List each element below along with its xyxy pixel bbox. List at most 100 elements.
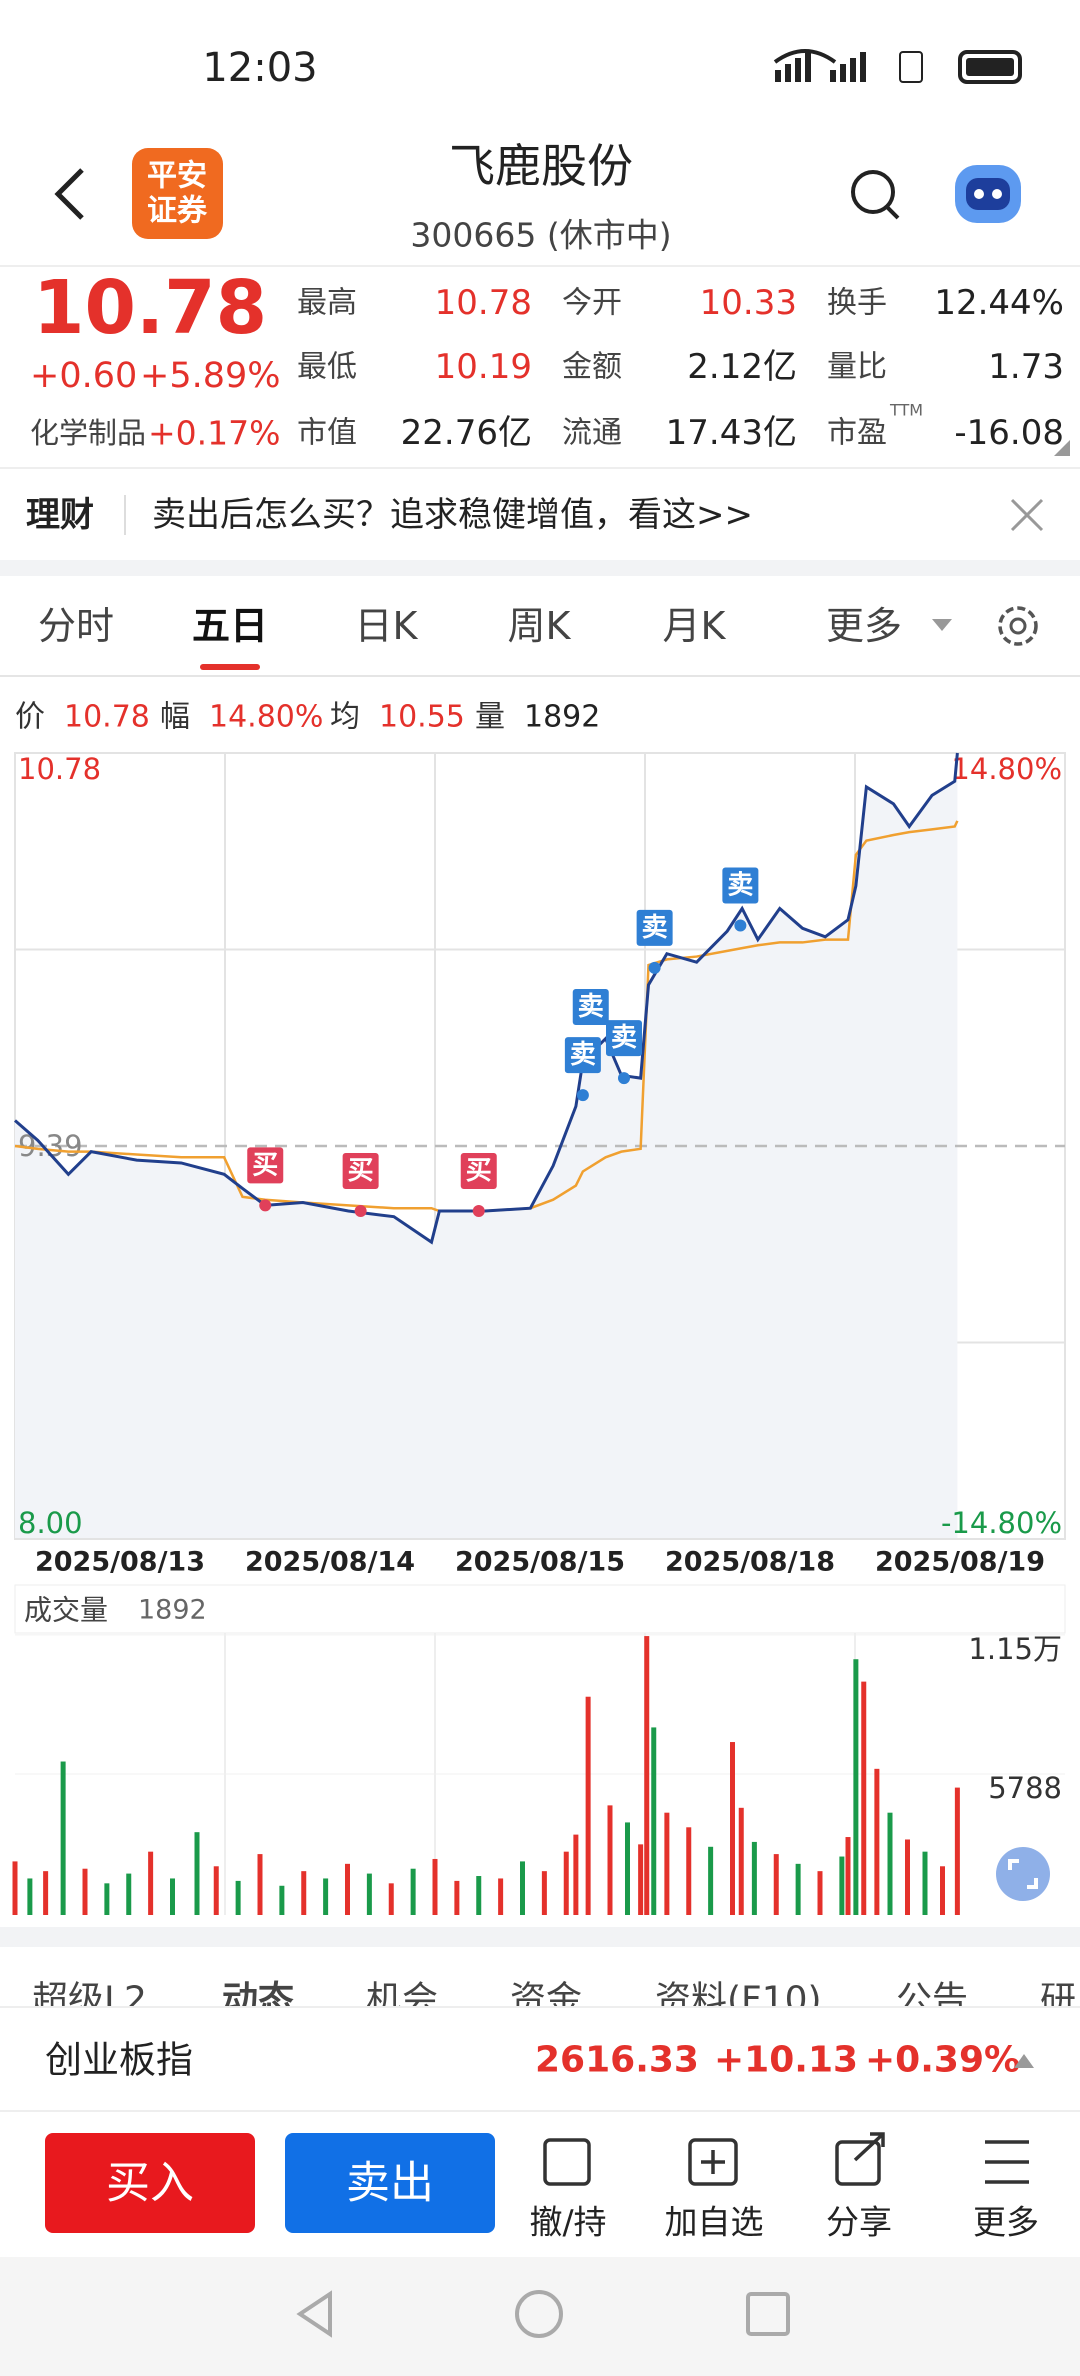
price-line [14,752,959,1245]
tool-label[interactable]: 撤/持 [529,2203,606,2242]
volume-bar [738,1807,744,1915]
more-arrow [932,619,952,631]
buy-button[interactable] [45,2133,255,2233]
x-tick-label: 2025/08/14 [245,1547,415,1578]
volume-bar [638,1844,644,1915]
gap [0,560,1080,576]
volume-bar [194,1832,200,1915]
volume-bar [498,1878,504,1915]
broker-logo[interactable] [132,148,223,239]
volume-bar [43,1871,49,1915]
volume-bar [104,1883,110,1915]
volume-bar [708,1846,714,1915]
chart-tab[interactable]: 周K [508,604,572,648]
tool-label[interactable]: 加自选 [665,2203,764,2242]
search-button[interactable] [851,170,900,220]
volume-bar [795,1863,801,1915]
banner-text[interactable]: 卖出后怎么买？追求稳健增值，看这>> [152,495,753,535]
volume-bar [454,1880,460,1915]
volume-bar [301,1871,307,1915]
trade-badge [636,909,673,946]
volume-bar [573,1834,579,1915]
volume-bar [126,1873,132,1915]
y-tick-label: 1.15万 [968,1632,1062,1666]
trade-dot [472,1205,485,1218]
volume-current: 1892 [138,1595,207,1626]
tool-label[interactable]: 更多 [973,2203,1039,2242]
sell-label: 卖出 [346,2158,434,2209]
back-button[interactable] [54,168,84,220]
stat-label: 最高 [297,286,357,321]
trade-label: 卖 [578,992,604,1022]
trade-dot [576,1089,589,1102]
info-value: 1892 [524,700,600,735]
volume-bar [954,1787,960,1915]
index-bar[interactable] [0,2007,1080,2110]
volume-bar [170,1878,175,1915]
stat-value: 2.12亿 [687,347,797,387]
volume-bar [730,1742,735,1915]
volume-bar [257,1854,263,1915]
corner-mark [1054,440,1070,456]
settings-button[interactable] [998,606,1038,646]
stock-subtitle: 300665 (休市中) [410,216,671,255]
assistant-button[interactable] [955,165,1021,223]
chart-tab[interactable]: 分时 [38,604,114,648]
trade-label: 卖 [727,870,753,900]
trade-label: 买 [466,1156,492,1186]
index-name: 创业板指 [45,2039,193,2082]
trade-dot [648,961,661,974]
banner-tag: 理财 [26,495,94,535]
tool-icons [543,2132,1029,2186]
sector-change: +0.17% [148,414,280,453]
trade-badge [564,1037,601,1074]
volume-bar [279,1885,285,1915]
stat-value: 1.73 [988,347,1064,387]
volume-bar [388,1883,394,1915]
nav-home[interactable] [515,2290,563,2338]
stat-value: 12.44% [934,283,1064,323]
stat-value: 10.33 [700,283,797,323]
volume-bar [644,1636,650,1915]
change-pct: +5.89% [140,356,281,396]
stat-label: 流通 [562,416,622,451]
volume-bar [520,1861,525,1915]
volume-bar [148,1851,154,1915]
price: 10.78 [33,265,267,351]
volume-bar [323,1878,329,1915]
volume-bar [432,1858,438,1915]
volume-bar [625,1822,630,1915]
volume-bar [905,1839,910,1915]
chart-tab[interactable]: 月K [663,604,727,648]
volume-bar [476,1876,482,1915]
tool-label[interactable]: 分享 [826,2203,892,2242]
tool-bar: 撤/持 加自选 分享 更多 [529,2203,1039,2242]
chart-info: 价 10.78 幅 14.80% 均 10.55 量 1892 [15,700,600,735]
volume-bar [773,1854,779,1915]
logo-text: 平安 [147,159,207,194]
ttm-label: TTM [889,401,923,420]
index-change: +10.13 [714,2040,858,2081]
stat-value: 17.43亿 [666,413,797,453]
trade-badge [342,1153,379,1190]
y-tick-label: 8.00 [18,1506,83,1540]
chart-tab[interactable]: 更多 [826,604,902,648]
nav-recent[interactable] [746,2292,790,2336]
chart-tab[interactable]: 五日 [192,604,268,648]
stat-label: 市值 [297,416,357,451]
expand-button[interactable] [996,1847,1050,1901]
chart-tab[interactable]: 日K [355,604,419,648]
banner-close[interactable] [1010,498,1044,532]
expand-arrow[interactable] [1014,2054,1034,2068]
nav-back[interactable] [296,2290,332,2338]
average-line [14,820,959,1213]
y2-tick-label: -14.80% [941,1506,1062,1540]
trade-badge [247,1147,284,1184]
info-value: 10.78 [64,700,150,735]
sell-button[interactable] [285,2133,495,2233]
volume-bar [874,1768,880,1915]
x-tick-label: 2025/08/19 [875,1547,1045,1578]
info-label: 价 [15,700,45,735]
